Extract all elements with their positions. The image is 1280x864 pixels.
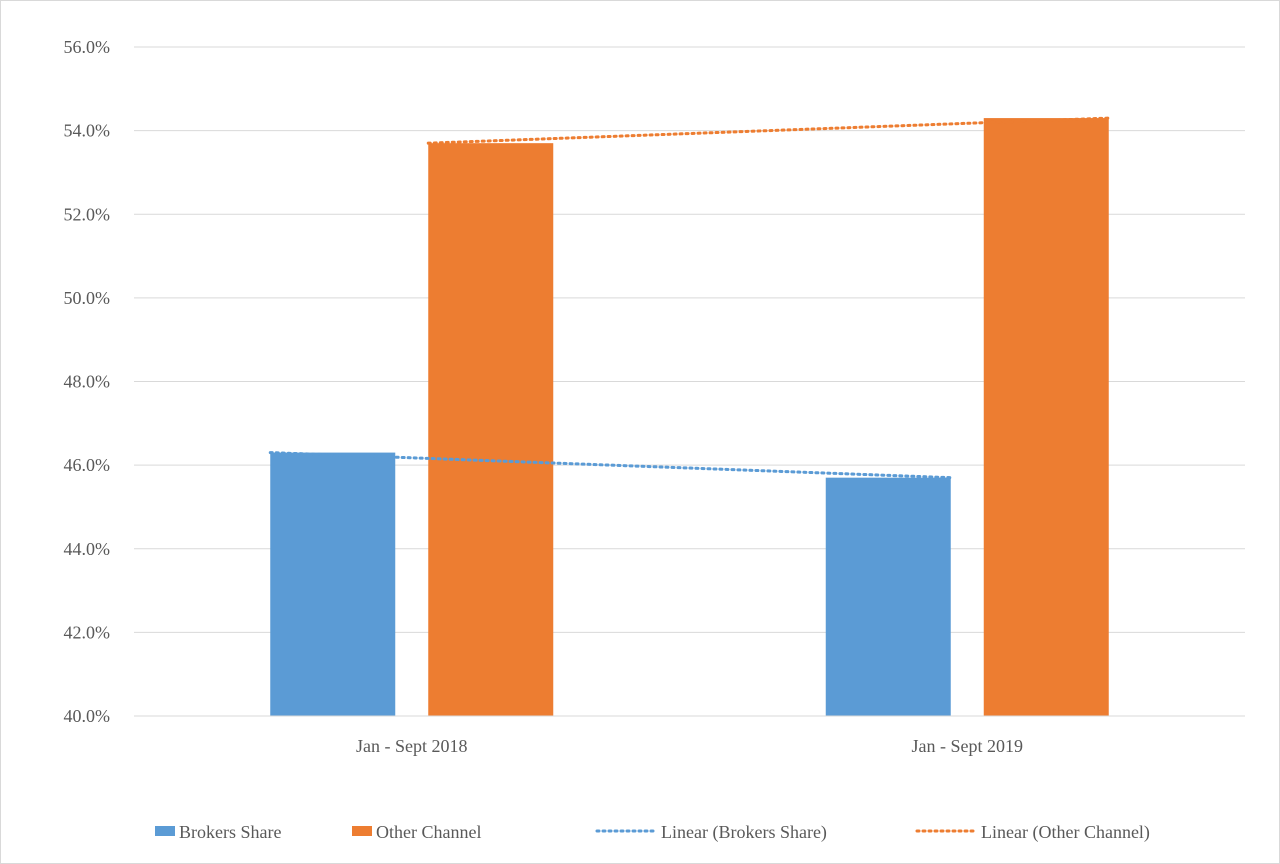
y-tick-label: 40.0% [64, 706, 111, 726]
legend-label-2: Linear (Brokers Share) [661, 822, 827, 843]
y-tick-label: 42.0% [64, 622, 111, 642]
x-tick-label: Jan - Sept 2019 [912, 736, 1024, 756]
x-tick-label: Jan - Sept 2018 [356, 736, 468, 756]
trendline-1 [426, 116, 1111, 145]
y-tick-label: 50.0% [64, 288, 111, 308]
bar-0-0 [270, 452, 396, 716]
legend-label-3: Linear (Other Channel) [981, 822, 1150, 843]
bar-0-1 [825, 477, 951, 716]
trendline-0 [268, 451, 953, 480]
legend-swatch-0 [155, 826, 175, 836]
y-tick-label: 54.0% [64, 121, 111, 141]
y-tick-label: 56.0% [64, 37, 111, 57]
y-tick-label: 44.0% [64, 539, 111, 559]
legend-label-0: Brokers Share [179, 822, 281, 842]
y-tick-label: 52.0% [64, 204, 111, 224]
legend-label-1: Other Channel [376, 822, 481, 842]
bar-1-1 [983, 118, 1109, 717]
y-tick-label: 46.0% [64, 455, 111, 475]
bar-1-0 [428, 143, 554, 716]
legend-swatch-1 [352, 826, 372, 836]
y-tick-label: 48.0% [64, 372, 111, 392]
